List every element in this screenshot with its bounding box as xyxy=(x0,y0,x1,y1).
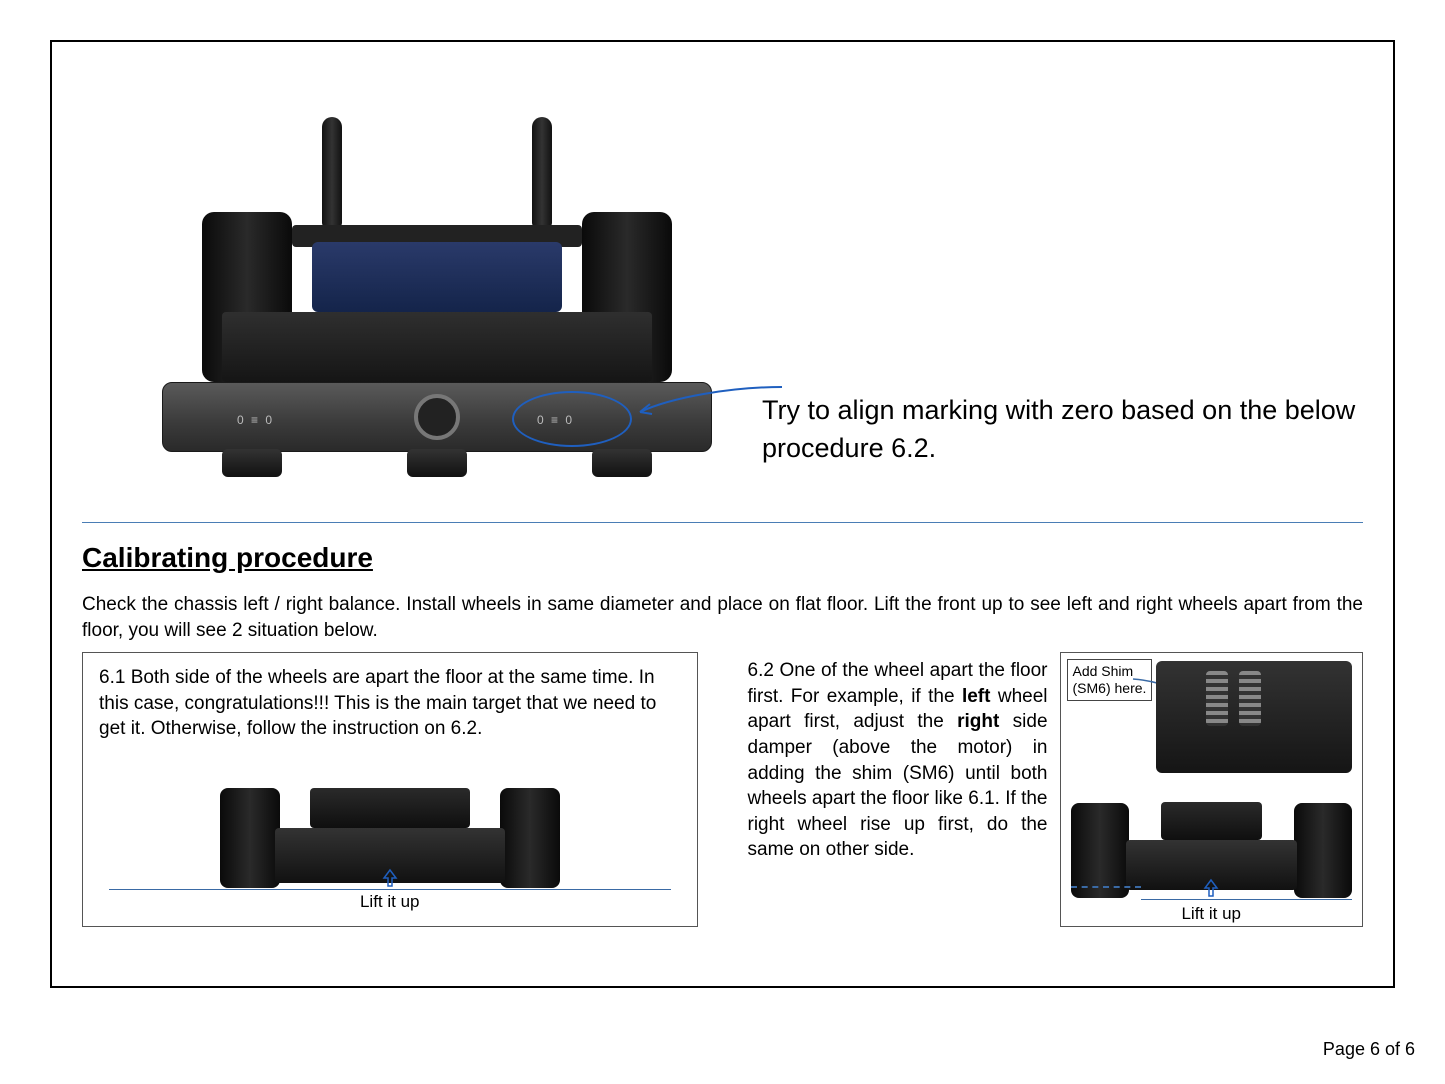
chassis-mechanism-blue xyxy=(312,242,562,312)
base-foot-left xyxy=(222,449,282,477)
lift-arrow-icon xyxy=(380,868,400,888)
mini-top xyxy=(310,788,470,828)
floor-line-62 xyxy=(1141,899,1353,900)
damper-spring-right xyxy=(1239,671,1261,726)
center-dial xyxy=(414,394,460,440)
section-title: Calibrating procedure xyxy=(82,542,373,574)
steps-columns: 6.1 Both side of the wheels are apart th… xyxy=(82,652,1363,966)
floor-line-61 xyxy=(109,889,671,890)
base-foot-right xyxy=(592,449,652,477)
chassis-post-left xyxy=(322,117,342,227)
chassis-post-right xyxy=(532,117,552,227)
zero-marking-highlight xyxy=(512,391,632,447)
mini-tire-right xyxy=(500,788,560,888)
page-frame: 0 ≡ 0 0 ≡ 0 Try to align marking with ze… xyxy=(50,40,1395,988)
step62-post: side damper (above the motor) in adding … xyxy=(748,711,1048,860)
column-step-61: 6.1 Both side of the wheels are apart th… xyxy=(82,652,698,966)
mini-tire-right-62 xyxy=(1294,803,1352,898)
lift-arrow-icon-62 xyxy=(1201,878,1221,898)
step62-bold-right: right xyxy=(957,711,999,732)
mini-top-62 xyxy=(1161,802,1263,840)
step-61-text: 6.1 Both side of the wheels are apart th… xyxy=(99,665,681,742)
chassis-main-figure: 0 ≡ 0 0 ≡ 0 xyxy=(162,82,712,477)
intro-paragraph: Check the chassis left / right balance. … xyxy=(82,592,1363,643)
page-number: Page 6 of 6 xyxy=(1323,1039,1415,1060)
upper-region: 0 ≡ 0 0 ≡ 0 Try to align marking with ze… xyxy=(52,42,1393,482)
mini-tire-left-62 xyxy=(1071,803,1129,898)
step-61-figure: Lift it up xyxy=(99,750,681,916)
step-62-figure: Add Shim (SM6) here. xyxy=(1060,652,1364,927)
step62-bold-left: left xyxy=(962,686,991,707)
callout-arrow xyxy=(632,382,782,422)
column-step-62: 6.2 One of the wheel apart the floor fir… xyxy=(748,652,1364,966)
chassis-body xyxy=(222,312,652,382)
lift-label-62: Lift it up xyxy=(1061,904,1363,924)
scale-marks-left: 0 ≡ 0 xyxy=(237,413,274,427)
base-foot-middle xyxy=(407,449,467,477)
step-61-box: 6.1 Both side of the wheels are apart th… xyxy=(82,652,698,927)
step-62-text: 6.2 One of the wheel apart the floor fir… xyxy=(748,652,1048,966)
lift-label-61: Lift it up xyxy=(99,891,681,914)
mini-tire-left xyxy=(220,788,280,888)
lifted-wheel-dashed-line xyxy=(1071,886,1141,888)
callout-text: Try to align marking with zero based on … xyxy=(762,392,1362,468)
damper-spring-left xyxy=(1206,671,1228,726)
section-divider xyxy=(82,522,1363,523)
